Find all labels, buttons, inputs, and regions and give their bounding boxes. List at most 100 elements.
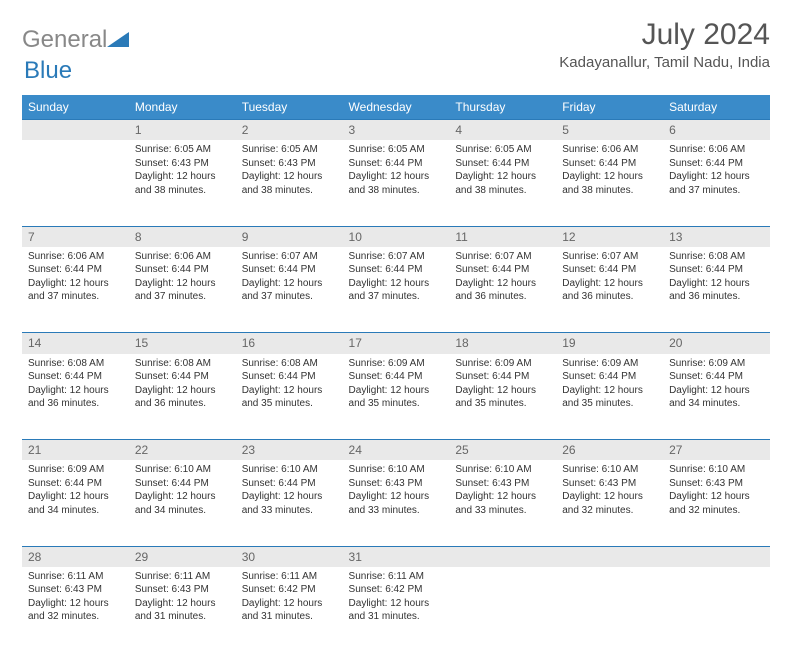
sunrise-text: Sunrise: 6:05 AM xyxy=(455,143,550,157)
sunrise-text: Sunrise: 6:08 AM xyxy=(135,357,230,371)
daylight-text: Daylight: 12 hours and 36 minutes. xyxy=(669,277,764,304)
day-number-cell: 22 xyxy=(129,440,236,461)
weekday-header-row: SundayMondayTuesdayWednesdayThursdayFrid… xyxy=(22,95,770,120)
logo-word-general: General xyxy=(22,26,107,54)
sunrise-text: Sunrise: 6:11 AM xyxy=(242,570,337,584)
sunset-text: Sunset: 6:44 PM xyxy=(562,157,657,171)
day-number-cell: 17 xyxy=(343,333,450,354)
day-number-cell: 1 xyxy=(129,120,236,141)
sunrise-text: Sunrise: 6:09 AM xyxy=(28,463,123,477)
sunset-text: Sunset: 6:44 PM xyxy=(562,263,657,277)
day-number-cell: 19 xyxy=(556,333,663,354)
day-content-cell: Sunrise: 6:09 AMSunset: 6:44 PMDaylight:… xyxy=(22,460,129,546)
month-title: July 2024 xyxy=(559,18,770,52)
day-number-cell: 21 xyxy=(22,440,129,461)
day-number-cell: 9 xyxy=(236,226,343,247)
sunrise-text: Sunrise: 6:05 AM xyxy=(242,143,337,157)
day-content-cell: Sunrise: 6:11 AMSunset: 6:42 PMDaylight:… xyxy=(236,567,343,653)
day-content-cell: Sunrise: 6:07 AMSunset: 6:44 PMDaylight:… xyxy=(343,247,450,333)
sunrise-text: Sunrise: 6:06 AM xyxy=(562,143,657,157)
day-number-cell: 4 xyxy=(449,120,556,141)
sunset-text: Sunset: 6:43 PM xyxy=(28,583,123,597)
daylight-text: Daylight: 12 hours and 37 minutes. xyxy=(349,277,444,304)
sunset-text: Sunset: 6:43 PM xyxy=(455,477,550,491)
day-content-cell: Sunrise: 6:09 AMSunset: 6:44 PMDaylight:… xyxy=(663,354,770,440)
weekday-header: Wednesday xyxy=(343,95,450,120)
sunset-text: Sunset: 6:44 PM xyxy=(562,370,657,384)
sunset-text: Sunset: 6:43 PM xyxy=(669,477,764,491)
daylight-text: Daylight: 12 hours and 31 minutes. xyxy=(349,597,444,624)
sunrise-text: Sunrise: 6:08 AM xyxy=(242,357,337,371)
day-number-cell: 16 xyxy=(236,333,343,354)
location-label: Kadayanallur, Tamil Nadu, India xyxy=(559,54,770,71)
sunset-text: Sunset: 6:44 PM xyxy=(28,263,123,277)
calendar-body: 123456Sunrise: 6:05 AMSunset: 6:43 PMDay… xyxy=(22,120,770,653)
sunrise-text: Sunrise: 6:09 AM xyxy=(669,357,764,371)
sunset-text: Sunset: 6:43 PM xyxy=(562,477,657,491)
sunrise-text: Sunrise: 6:07 AM xyxy=(562,250,657,264)
day-content-cell: Sunrise: 6:06 AMSunset: 6:44 PMDaylight:… xyxy=(556,140,663,226)
day-number-cell: 31 xyxy=(343,546,450,567)
sunset-text: Sunset: 6:44 PM xyxy=(28,370,123,384)
day-number-cell: 7 xyxy=(22,226,129,247)
sunrise-text: Sunrise: 6:06 AM xyxy=(28,250,123,264)
day-number-cell xyxy=(22,120,129,141)
day-content-cell: Sunrise: 6:09 AMSunset: 6:44 PMDaylight:… xyxy=(343,354,450,440)
daylight-text: Daylight: 12 hours and 35 minutes. xyxy=(349,384,444,411)
daylight-text: Daylight: 12 hours and 38 minutes. xyxy=(562,170,657,197)
content-row: Sunrise: 6:06 AMSunset: 6:44 PMDaylight:… xyxy=(22,247,770,333)
sunset-text: Sunset: 6:44 PM xyxy=(135,263,230,277)
sunset-text: Sunset: 6:42 PM xyxy=(242,583,337,597)
daylight-text: Daylight: 12 hours and 32 minutes. xyxy=(669,490,764,517)
day-number-cell: 18 xyxy=(449,333,556,354)
day-content-cell: Sunrise: 6:07 AMSunset: 6:44 PMDaylight:… xyxy=(236,247,343,333)
daylight-text: Daylight: 12 hours and 34 minutes. xyxy=(135,490,230,517)
sunset-text: Sunset: 6:44 PM xyxy=(669,370,764,384)
sunset-text: Sunset: 6:44 PM xyxy=(455,370,550,384)
day-number-cell: 27 xyxy=(663,440,770,461)
daylight-text: Daylight: 12 hours and 36 minutes. xyxy=(28,384,123,411)
weekday-header: Tuesday xyxy=(236,95,343,120)
day-content-cell: Sunrise: 6:09 AMSunset: 6:44 PMDaylight:… xyxy=(449,354,556,440)
day-content-cell: Sunrise: 6:08 AMSunset: 6:44 PMDaylight:… xyxy=(236,354,343,440)
day-content-cell: Sunrise: 6:05 AMSunset: 6:43 PMDaylight:… xyxy=(236,140,343,226)
day-content-cell: Sunrise: 6:10 AMSunset: 6:43 PMDaylight:… xyxy=(663,460,770,546)
sunrise-text: Sunrise: 6:08 AM xyxy=(28,357,123,371)
day-number-cell: 8 xyxy=(129,226,236,247)
sunset-text: Sunset: 6:44 PM xyxy=(242,477,337,491)
sunset-text: Sunset: 6:44 PM xyxy=(669,263,764,277)
day-number-cell: 29 xyxy=(129,546,236,567)
sunrise-text: Sunrise: 6:11 AM xyxy=(349,570,444,584)
day-content-cell xyxy=(449,567,556,653)
daylight-text: Daylight: 12 hours and 31 minutes. xyxy=(135,597,230,624)
day-number-cell xyxy=(556,546,663,567)
daylight-text: Daylight: 12 hours and 36 minutes. xyxy=(562,277,657,304)
day-content-cell: Sunrise: 6:08 AMSunset: 6:44 PMDaylight:… xyxy=(663,247,770,333)
sunset-text: Sunset: 6:43 PM xyxy=(349,477,444,491)
sunrise-text: Sunrise: 6:07 AM xyxy=(455,250,550,264)
sunrise-text: Sunrise: 6:10 AM xyxy=(455,463,550,477)
day-content-cell xyxy=(556,567,663,653)
sunrise-text: Sunrise: 6:09 AM xyxy=(562,357,657,371)
day-number-cell: 13 xyxy=(663,226,770,247)
sunset-text: Sunset: 6:44 PM xyxy=(455,157,550,171)
daynum-row: 21222324252627 xyxy=(22,440,770,461)
daylight-text: Daylight: 12 hours and 38 minutes. xyxy=(135,170,230,197)
sunset-text: Sunset: 6:44 PM xyxy=(135,370,230,384)
day-content-cell: Sunrise: 6:09 AMSunset: 6:44 PMDaylight:… xyxy=(556,354,663,440)
sunset-text: Sunset: 6:44 PM xyxy=(242,263,337,277)
sunrise-text: Sunrise: 6:09 AM xyxy=(455,357,550,371)
daylight-text: Daylight: 12 hours and 37 minutes. xyxy=(135,277,230,304)
daynum-row: 123456 xyxy=(22,120,770,141)
day-number-cell: 15 xyxy=(129,333,236,354)
day-number-cell: 24 xyxy=(343,440,450,461)
day-content-cell: Sunrise: 6:10 AMSunset: 6:43 PMDaylight:… xyxy=(449,460,556,546)
sunrise-text: Sunrise: 6:08 AM xyxy=(669,250,764,264)
daynum-row: 28293031 xyxy=(22,546,770,567)
sunrise-text: Sunrise: 6:05 AM xyxy=(349,143,444,157)
sunrise-text: Sunrise: 6:10 AM xyxy=(242,463,337,477)
sunset-text: Sunset: 6:44 PM xyxy=(242,370,337,384)
day-content-cell: Sunrise: 6:10 AMSunset: 6:44 PMDaylight:… xyxy=(129,460,236,546)
day-content-cell: Sunrise: 6:08 AMSunset: 6:44 PMDaylight:… xyxy=(22,354,129,440)
sunset-text: Sunset: 6:44 PM xyxy=(349,370,444,384)
